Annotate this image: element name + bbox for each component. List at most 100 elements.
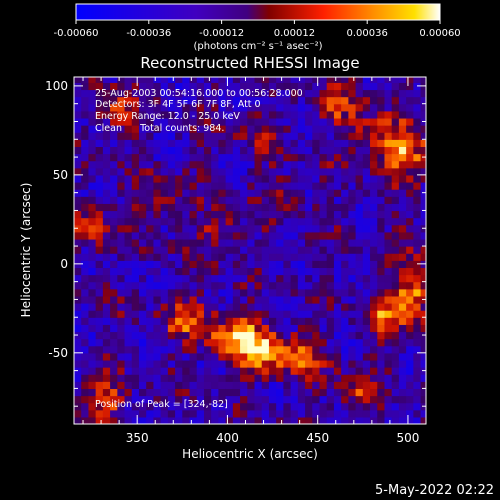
heatmap-cell <box>326 224 335 233</box>
heatmap-cell <box>175 359 183 368</box>
heatmap-cell <box>232 317 241 325</box>
heatmap-cell <box>348 96 357 105</box>
heatmap-cell <box>189 267 198 276</box>
heatmap-cell <box>203 110 212 119</box>
heatmap-cell <box>81 381 90 390</box>
heatmap-cell <box>160 146 169 155</box>
heatmap-cell <box>175 246 183 254</box>
heatmap-cell <box>420 125 426 133</box>
heatmap-cell <box>333 125 342 133</box>
heatmap-cell <box>102 310 111 318</box>
heatmap-cell <box>391 224 400 233</box>
heatmap-cell <box>312 110 321 119</box>
heatmap-cell <box>196 153 205 162</box>
heatmap-cell <box>232 117 241 126</box>
heatmap-cell <box>95 224 104 233</box>
heatmap-cell <box>153 345 162 354</box>
heatmap-cell <box>167 238 176 247</box>
heatmap-cell <box>175 367 183 375</box>
heatmap-cell <box>225 96 234 105</box>
heatmap-cell <box>81 246 90 254</box>
heatmap-cell <box>110 217 118 226</box>
heatmap-cell <box>203 181 212 190</box>
heatmap-cell <box>247 238 256 247</box>
heatmap-cell <box>232 153 241 162</box>
heatmap-cell <box>312 381 321 390</box>
heatmap-cell <box>377 310 386 318</box>
heatmap-cell <box>88 132 97 140</box>
heatmap-cell <box>131 77 140 83</box>
heatmap-cell <box>319 416 328 424</box>
heatmap-cell <box>240 160 248 169</box>
heatmap-cell <box>88 416 97 424</box>
heatmap-cell <box>377 153 386 162</box>
heatmap-cell <box>290 317 299 325</box>
heatmap-cell <box>81 125 90 133</box>
heatmap-cell <box>261 317 270 325</box>
heatmap-cell <box>240 167 248 176</box>
heatmap-cell <box>232 246 241 254</box>
heatmap-cell <box>413 132 422 140</box>
heatmap-cell <box>290 196 299 204</box>
heatmap-cell <box>167 338 176 347</box>
heatmap-cell <box>175 274 183 283</box>
heatmap-cell <box>261 388 270 397</box>
heatmap-cell <box>117 96 126 105</box>
heatmap-cell <box>247 82 256 91</box>
heatmap-cell <box>348 402 357 411</box>
heatmap-cell <box>261 217 270 226</box>
heatmap-cell <box>175 331 183 340</box>
heatmap-cell <box>124 260 133 269</box>
heatmap-cell <box>247 281 256 290</box>
heatmap-cell <box>146 174 155 183</box>
heatmap-cell <box>283 352 292 361</box>
heatmap-cell <box>88 224 97 233</box>
heatmap-cell <box>74 238 82 247</box>
heatmap-cell <box>189 203 198 212</box>
heatmap-cell <box>413 331 422 340</box>
heatmap-cell <box>261 77 270 83</box>
heatmap-cell <box>160 217 169 226</box>
heatmap-cell <box>153 132 162 140</box>
heatmap-cell <box>261 96 270 105</box>
heatmap-cell <box>182 281 191 290</box>
heatmap-cell <box>175 409 183 418</box>
heatmap-cell <box>333 77 342 83</box>
heatmap-cell <box>341 302 349 311</box>
heatmap-cell <box>175 267 183 276</box>
heatmap-cell <box>117 189 126 197</box>
heatmap-cell <box>283 274 292 283</box>
heatmap-cell <box>167 381 176 390</box>
heatmap-cell <box>131 374 140 382</box>
heatmap-cell <box>167 160 176 169</box>
heatmap-cell <box>333 288 342 297</box>
heatmap-cell <box>160 210 169 219</box>
heatmap-cell <box>81 295 90 304</box>
heatmap-cell <box>276 231 284 240</box>
heatmap-cell <box>268 359 277 368</box>
heatmap-cell <box>160 125 169 133</box>
heatmap-cell <box>319 317 328 325</box>
heatmap-cell <box>333 139 342 147</box>
heatmap-cell <box>355 189 364 197</box>
heatmap-cell <box>203 281 212 290</box>
heatmap-cell <box>240 238 248 247</box>
heatmap-cell <box>370 82 378 91</box>
heatmap-cell <box>225 352 234 361</box>
heatmap-cell <box>232 203 241 212</box>
heatmap-cell <box>247 125 256 133</box>
heatmap-cell <box>413 103 422 112</box>
heatmap-cell <box>377 203 386 212</box>
heatmap-cell <box>420 246 426 254</box>
colorbar-tick-label: -0.00060 <box>54 28 99 39</box>
heatmap-cell <box>268 288 277 297</box>
heatmap-cell <box>305 146 313 155</box>
heatmap-cell <box>124 117 133 126</box>
heatmap-cell <box>189 117 198 126</box>
heatmap-cell <box>102 416 111 424</box>
heatmap-cell <box>240 388 248 397</box>
heatmap-cell <box>218 274 227 283</box>
heatmap-cell <box>370 189 378 197</box>
heatmap-cell <box>254 167 263 176</box>
heatmap-cell <box>247 274 256 283</box>
